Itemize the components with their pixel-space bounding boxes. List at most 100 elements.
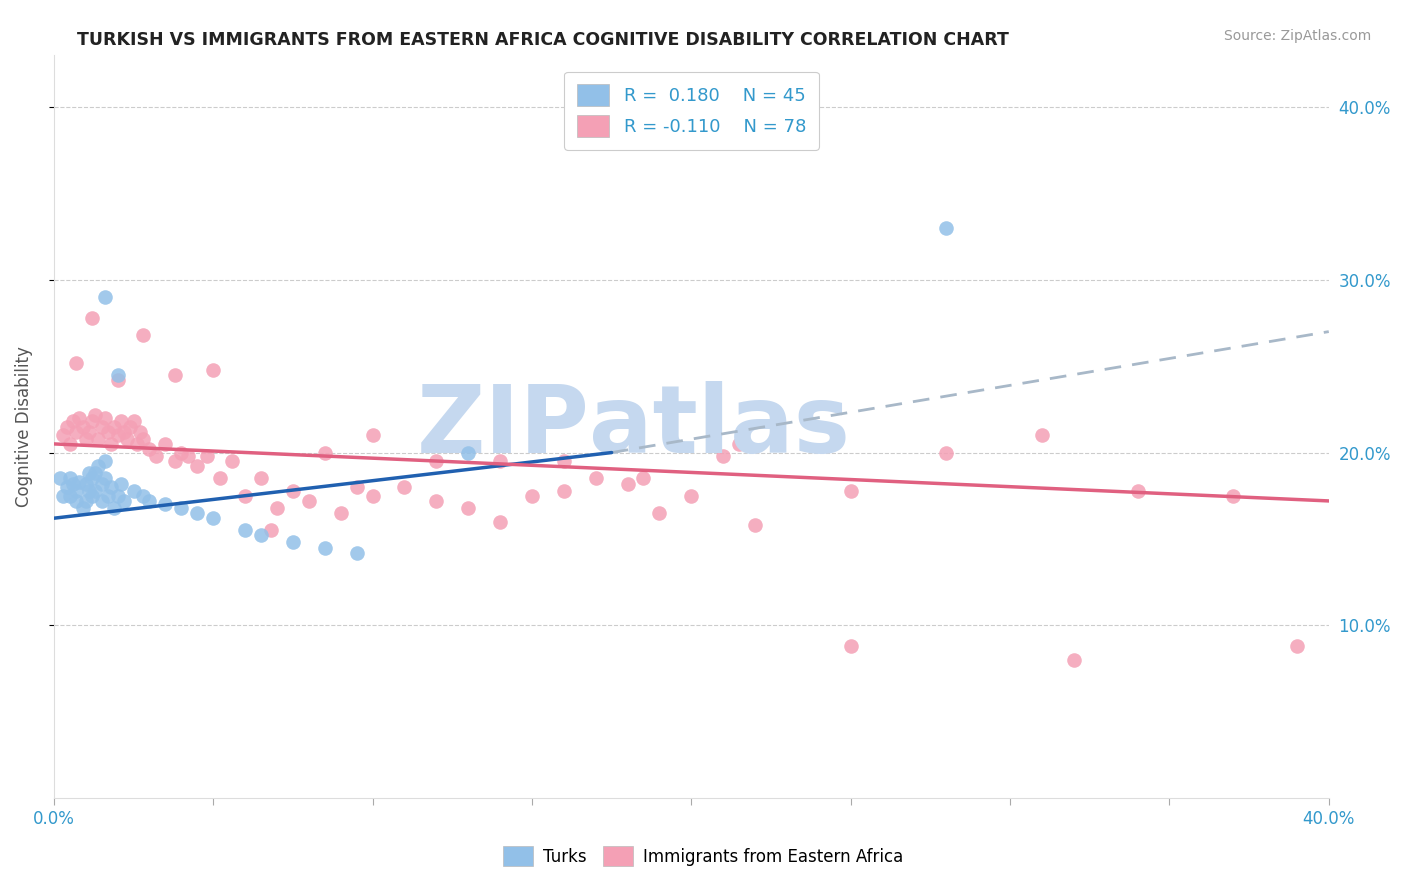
Point bbox=[77, 467, 100, 481]
Point bbox=[75, 476, 97, 491]
Point bbox=[80, 310, 103, 325]
Point bbox=[329, 506, 352, 520]
Point bbox=[361, 489, 384, 503]
Point bbox=[112, 494, 135, 508]
Point bbox=[122, 414, 145, 428]
Point bbox=[107, 368, 129, 382]
Point bbox=[145, 449, 167, 463]
Point bbox=[65, 356, 87, 370]
Point bbox=[128, 425, 150, 439]
Point bbox=[112, 425, 135, 439]
Point bbox=[1285, 639, 1308, 653]
Point bbox=[110, 414, 132, 428]
Point bbox=[90, 419, 112, 434]
Point bbox=[84, 467, 107, 481]
Point bbox=[52, 428, 75, 442]
Point bbox=[553, 454, 575, 468]
Point bbox=[132, 432, 155, 446]
Text: TURKISH VS IMMIGRANTS FROM EASTERN AFRICA COGNITIVE DISABILITY CORRELATION CHART: TURKISH VS IMMIGRANTS FROM EASTERN AFRIC… bbox=[77, 31, 1010, 49]
Point bbox=[72, 419, 94, 434]
Point bbox=[935, 445, 957, 459]
Point bbox=[62, 476, 84, 491]
Point bbox=[80, 414, 103, 428]
Point bbox=[75, 494, 97, 508]
Point bbox=[107, 489, 129, 503]
Point bbox=[259, 524, 281, 538]
Point bbox=[84, 483, 107, 498]
Point bbox=[489, 515, 512, 529]
Point bbox=[84, 408, 107, 422]
Point bbox=[100, 437, 122, 451]
Point bbox=[346, 546, 368, 560]
Point bbox=[202, 511, 225, 525]
Point bbox=[1222, 489, 1244, 503]
Point bbox=[107, 373, 129, 387]
Point bbox=[202, 362, 225, 376]
Point bbox=[208, 471, 231, 485]
Point bbox=[90, 494, 112, 508]
Point bbox=[65, 425, 87, 439]
Point bbox=[77, 483, 100, 498]
Point bbox=[839, 639, 862, 653]
Point bbox=[65, 494, 87, 508]
Point bbox=[138, 494, 160, 508]
Point bbox=[87, 459, 110, 474]
Point bbox=[80, 471, 103, 485]
Text: Source: ZipAtlas.com: Source: ZipAtlas.com bbox=[1223, 29, 1371, 43]
Point bbox=[186, 459, 208, 474]
Point bbox=[110, 476, 132, 491]
Point bbox=[94, 471, 117, 485]
Point bbox=[233, 489, 256, 503]
Point bbox=[457, 500, 479, 515]
Point bbox=[361, 428, 384, 442]
Point bbox=[728, 437, 751, 451]
Point bbox=[94, 411, 117, 425]
Point bbox=[314, 541, 336, 555]
Point bbox=[250, 471, 273, 485]
Point bbox=[107, 428, 129, 442]
Point bbox=[1063, 653, 1085, 667]
Point bbox=[281, 535, 304, 549]
Point bbox=[298, 494, 321, 508]
Legend: Turks, Immigrants from Eastern Africa: Turks, Immigrants from Eastern Africa bbox=[496, 839, 910, 873]
Point bbox=[80, 489, 103, 503]
Point bbox=[67, 411, 90, 425]
Point bbox=[457, 445, 479, 459]
Text: ZIP: ZIP bbox=[416, 381, 589, 473]
Point bbox=[94, 290, 117, 304]
Point bbox=[616, 476, 638, 491]
Point bbox=[170, 500, 193, 515]
Point bbox=[553, 483, 575, 498]
Point bbox=[52, 489, 75, 503]
Point bbox=[520, 489, 543, 503]
Point bbox=[59, 489, 82, 503]
Point bbox=[103, 419, 125, 434]
Point bbox=[186, 506, 208, 520]
Point bbox=[163, 368, 186, 382]
Point bbox=[100, 480, 122, 494]
Y-axis label: Cognitive Disability: Cognitive Disability bbox=[15, 346, 32, 507]
Point bbox=[125, 437, 148, 451]
Point bbox=[633, 471, 655, 485]
Point bbox=[155, 497, 177, 511]
Point bbox=[250, 528, 273, 542]
Point bbox=[59, 471, 82, 485]
Point bbox=[62, 414, 84, 428]
Point bbox=[489, 454, 512, 468]
Point bbox=[87, 432, 110, 446]
Point bbox=[839, 483, 862, 498]
Point bbox=[138, 442, 160, 456]
Point bbox=[72, 500, 94, 515]
Point bbox=[75, 432, 97, 446]
Point bbox=[59, 437, 82, 451]
Point bbox=[266, 500, 288, 515]
Point bbox=[163, 454, 186, 468]
Point bbox=[103, 500, 125, 515]
Point bbox=[314, 445, 336, 459]
Point bbox=[94, 454, 117, 468]
Point bbox=[425, 454, 447, 468]
Point bbox=[67, 475, 90, 489]
Point bbox=[346, 480, 368, 494]
Point bbox=[170, 445, 193, 459]
Point bbox=[1126, 483, 1149, 498]
